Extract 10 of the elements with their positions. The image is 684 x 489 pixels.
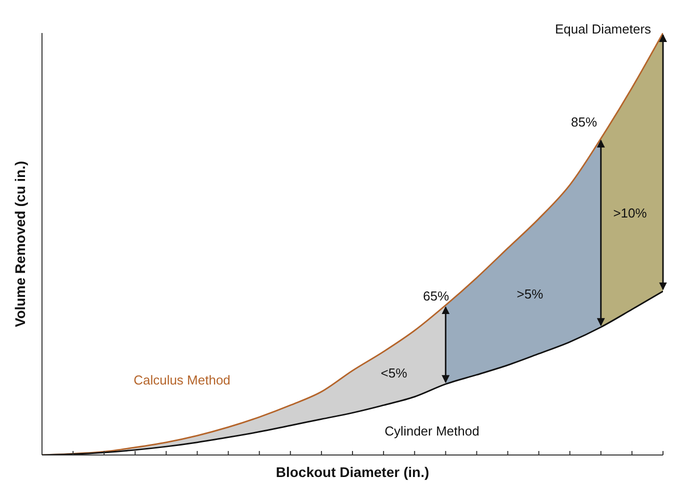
annotation: >5% [516, 286, 544, 302]
y-axis-title: Volume Removed (cu in.) [12, 160, 28, 328]
annotation: Equal Diameters [554, 21, 652, 36]
annotation: <5% [380, 365, 408, 380]
annotation: 65% [422, 288, 450, 304]
series-label: Cylinder Method [384, 423, 480, 438]
annotation: >10% [613, 205, 648, 220]
text: Calculus Method [134, 372, 230, 388]
x-axis-title: Blockout Diameter (in.) [276, 464, 430, 480]
annotation: 85% [570, 114, 598, 130]
